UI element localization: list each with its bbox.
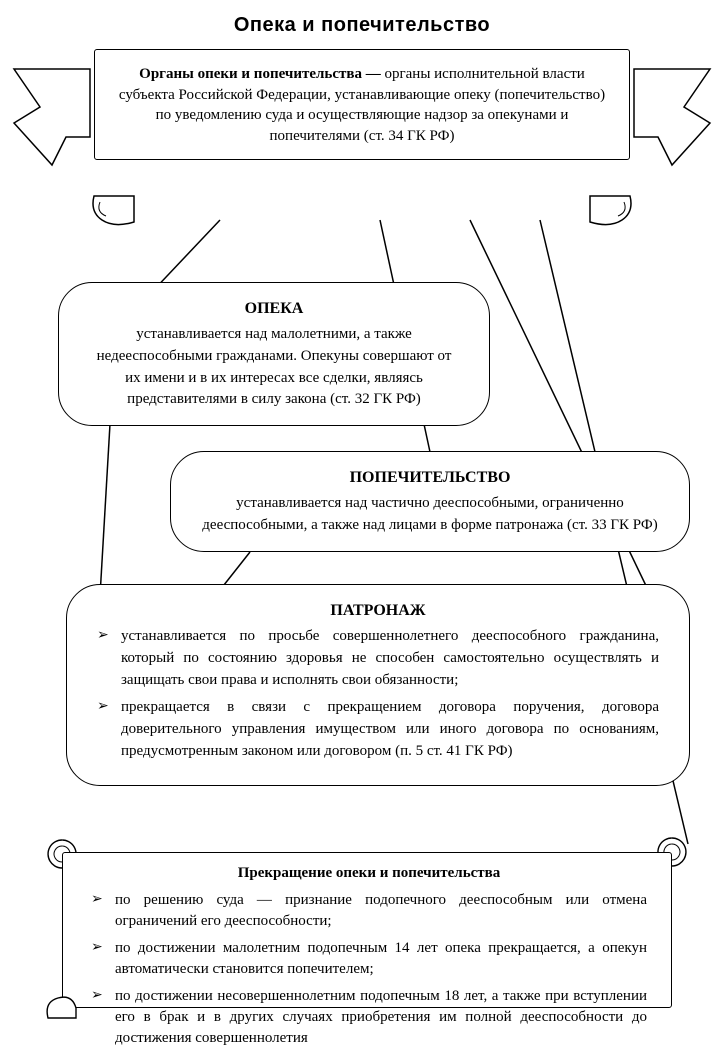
patron-list: устанавливается по просьбе совершеннолет… (97, 626, 659, 763)
opeka-box: ОПЕКА устанавливается над малолетними, а… (58, 282, 490, 426)
popech-box: ПОПЕЧИТЕЛЬСТВО устанавливается над части… (170, 451, 690, 552)
patron-title: ПАТРОНАЖ (97, 599, 659, 622)
termination-scroll: Прекращение опеки и попечительства по ре… (46, 836, 686, 1016)
scroll-curl-bottom-left-icon (44, 992, 78, 1022)
patron-item: устанавливается по просьбе совершеннолет… (97, 626, 659, 691)
patron-item: прекращается в связи с прекращением дого… (97, 697, 659, 762)
termination-body: Прекращение опеки и попечительства по ре… (62, 852, 672, 1008)
patron-box: ПАТРОНАЖ устанавливается по просьбе сове… (66, 584, 690, 786)
termination-title: Прекращение опеки и попечительства (91, 863, 647, 884)
popech-body: устанавливается над частично дееспособны… (199, 493, 661, 537)
termination-item: по достижении малолетним подопечным 14 л… (91, 938, 647, 980)
termination-item: по решению суда — признание подопечного … (91, 890, 647, 932)
opeka-title: ОПЕКА (87, 297, 461, 320)
termination-list: по решению суда — признание подопечного … (91, 890, 647, 1049)
termination-item: по достижении несовершеннолетним подопеч… (91, 986, 647, 1049)
opeka-body: устанавливается над малолетними, а также… (87, 324, 461, 411)
popech-title: ПОПЕЧИТЕЛЬСТВО (199, 466, 661, 489)
